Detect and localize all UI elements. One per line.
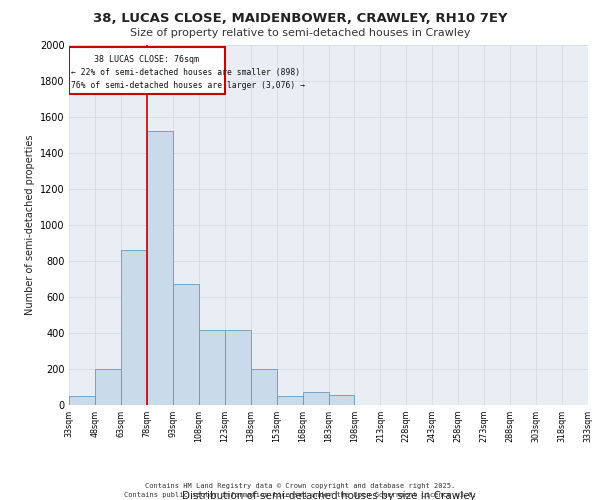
Bar [95,369,121,405]
Bar [69,47,225,94]
Bar [121,250,147,405]
Text: Size of property relative to semi-detached houses in Crawley: Size of property relative to semi-detach… [130,28,470,38]
Y-axis label: Number of semi-detached properties: Number of semi-detached properties [25,134,35,316]
Bar [302,392,329,405]
Text: 38, LUCAS CLOSE, MAIDENBOWER, CRAWLEY, RH10 7EY: 38, LUCAS CLOSE, MAIDENBOWER, CRAWLEY, R… [93,12,507,26]
X-axis label: Distribution of semi-detached houses by size in Crawley: Distribution of semi-detached houses by … [182,491,475,500]
Bar [199,330,225,405]
Text: 76% of semi-detached houses are larger (3,076) →: 76% of semi-detached houses are larger (… [71,81,305,90]
Text: ← 22% of semi-detached houses are smaller (898): ← 22% of semi-detached houses are smalle… [71,68,300,77]
Text: 38 LUCAS CLOSE: 76sqm: 38 LUCAS CLOSE: 76sqm [94,55,199,64]
Bar [173,284,199,405]
Bar [147,132,173,405]
Bar [69,396,95,405]
Bar [329,395,355,405]
Bar [251,369,277,405]
Text: Contains HM Land Registry data © Crown copyright and database right 2025.
Contai: Contains HM Land Registry data © Crown c… [124,483,476,498]
Bar [277,396,302,405]
Bar [225,330,251,405]
